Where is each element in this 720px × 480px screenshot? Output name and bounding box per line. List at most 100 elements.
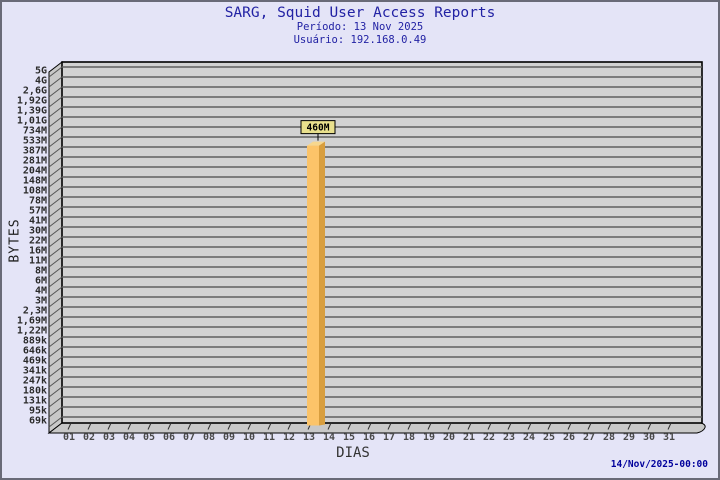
y-axis-tick-label: 4G [35, 76, 47, 87]
x-axis-tick [67, 422, 72, 430]
grid-stub-3d [48, 106, 63, 118]
y-axis-tick-label: 22M [29, 236, 47, 247]
x-axis-tick-label: 14 [323, 432, 335, 443]
y-axis-tick-label: 30M [29, 226, 47, 237]
x-axis-tick-label: 12 [283, 432, 295, 443]
x-axis-tick-label: 31 [663, 432, 675, 443]
x-axis-tick [647, 422, 652, 430]
x-axis-tick [427, 422, 432, 430]
y-axis-tick-label: 1,39G [17, 106, 47, 117]
y-axis-tick-label: 1,69M [17, 316, 47, 327]
grid-stub-3d [48, 226, 63, 238]
x-axis-tick [287, 422, 292, 430]
y-axis-tick-label: 341k [23, 366, 47, 377]
chart-panel [61, 61, 703, 424]
y-axis-tick-label: 204M [23, 166, 47, 177]
grid-stub-3d [48, 246, 63, 258]
grid-stub-3d [48, 96, 63, 108]
report-user-line: Usuário: 192.168.0.49 [293, 34, 427, 46]
grid-stub-3d [48, 346, 63, 358]
grid-stub-3d [48, 176, 63, 188]
x-axis-tick [187, 422, 192, 430]
bar-value-box [300, 120, 336, 135]
x-axis-tick [207, 422, 212, 430]
grid-stub-3d [48, 386, 63, 398]
y-axis-tick-label: 247k [23, 376, 47, 387]
y-axis-tick-label: 1,92G [17, 96, 47, 107]
x-axis-tick-label: 02 [83, 432, 95, 443]
bars-group: 460M [300, 120, 336, 426]
x-axis-tick-label: 15 [343, 432, 355, 443]
grid-stub-3d [48, 366, 63, 378]
report-header: SARG, Squid User Access Reports Período:… [2, 5, 718, 47]
x-axis-tick-label: 17 [383, 432, 395, 443]
report-title: SARG, Squid User Access Reports [224, 5, 496, 21]
x-axis-tick [607, 422, 612, 430]
x-axis-tick-label: 05 [143, 432, 155, 443]
y-axis-tick-label: 387M [23, 146, 47, 157]
x-axis-tick [167, 422, 172, 430]
x-axis-tick-label: 24 [523, 432, 535, 443]
x-axis-tick [107, 422, 112, 430]
x-axis-tick-label: 04 [123, 432, 135, 443]
x-axis-tick [247, 422, 252, 430]
x-axis-tick [527, 422, 532, 430]
grid-stub-3d [48, 286, 63, 298]
x-axis-tick-label: 03 [103, 432, 115, 443]
grid-stub-3d [48, 316, 63, 328]
bar-side-face [319, 141, 325, 426]
grid-stub-3d [48, 256, 63, 268]
grid-stub-3d [48, 216, 63, 228]
grid-stub-3d [48, 186, 63, 198]
x-axis-tick-label: 27 [583, 432, 595, 443]
x-axis-tick-label: 08 [203, 432, 215, 443]
y-axis-tick-label: 6M [35, 276, 47, 287]
x-axis-tick-label: 13 [303, 432, 315, 443]
grid-stub-3d [48, 236, 63, 248]
y-axis-labels-group: 5G4G2,6G1,92G1,39G1,01G734M533M387M281M2… [17, 66, 47, 427]
grid-stub-3d [48, 266, 63, 278]
grid-stub-3d [48, 116, 63, 128]
data-bar [307, 145, 319, 426]
y-axis-tick-label: 78M [29, 196, 47, 207]
grid-stub-3d [48, 196, 63, 208]
report-period-line: Período: 13 Nov 2025 [296, 21, 424, 33]
y-axis-tick-label: 2,6G [23, 86, 47, 97]
y-axis-tick-label: 57M [29, 206, 47, 217]
y-axis-tick-label: 180k [23, 386, 47, 397]
y-axis-tick-label: 1,22M [17, 326, 47, 337]
y-axis-tick-label: 469k [23, 356, 47, 367]
x-axis-tick [87, 422, 92, 430]
x-axis-labels-group: 01 02 03 04 05 06 07 08 09 10 11 12 13 14 15 16 17 18 19 20… [63, 422, 675, 443]
x-axis-tick [467, 422, 472, 430]
y-axis-tick-label: 8M [35, 266, 47, 277]
grid-stub-3d [48, 206, 63, 218]
x-axis-tick [567, 422, 572, 430]
x-axis-tick [327, 422, 332, 430]
x-axis-tick-label: 29 [623, 432, 635, 443]
x-axis-tick [407, 422, 412, 430]
x-axis-tick-label: 01 [63, 432, 75, 443]
y-axis-tick-label: 11M [29, 256, 47, 267]
grid-stub-3d [48, 136, 63, 148]
x-axis-tick [227, 422, 232, 430]
y-axis-tick-label: 69k [29, 416, 47, 427]
grid-stub-3d [48, 146, 63, 158]
x-axis-tick [667, 422, 672, 430]
x-axis-tick [267, 422, 272, 430]
grid-stub-3d [48, 66, 63, 78]
report-timestamp: 14/Nov/2025-00:00 [610, 459, 708, 470]
grid-stub-3d [48, 416, 63, 428]
x-axis-tick [587, 422, 592, 430]
y-axis-tick-label: 95k [29, 406, 47, 417]
y-axis-tick-label: 41M [29, 216, 47, 227]
x-axis-tick-label: 30 [643, 432, 655, 443]
x-axis-tick-label: 09 [223, 432, 235, 443]
x-axis-title: DIAS [336, 445, 370, 461]
grid-stub-3d [48, 326, 63, 338]
y-axis-tick-label: 2,3M [23, 306, 47, 317]
grid-stub-3d [48, 166, 63, 178]
x-axis-tick-label: 18 [403, 432, 415, 443]
